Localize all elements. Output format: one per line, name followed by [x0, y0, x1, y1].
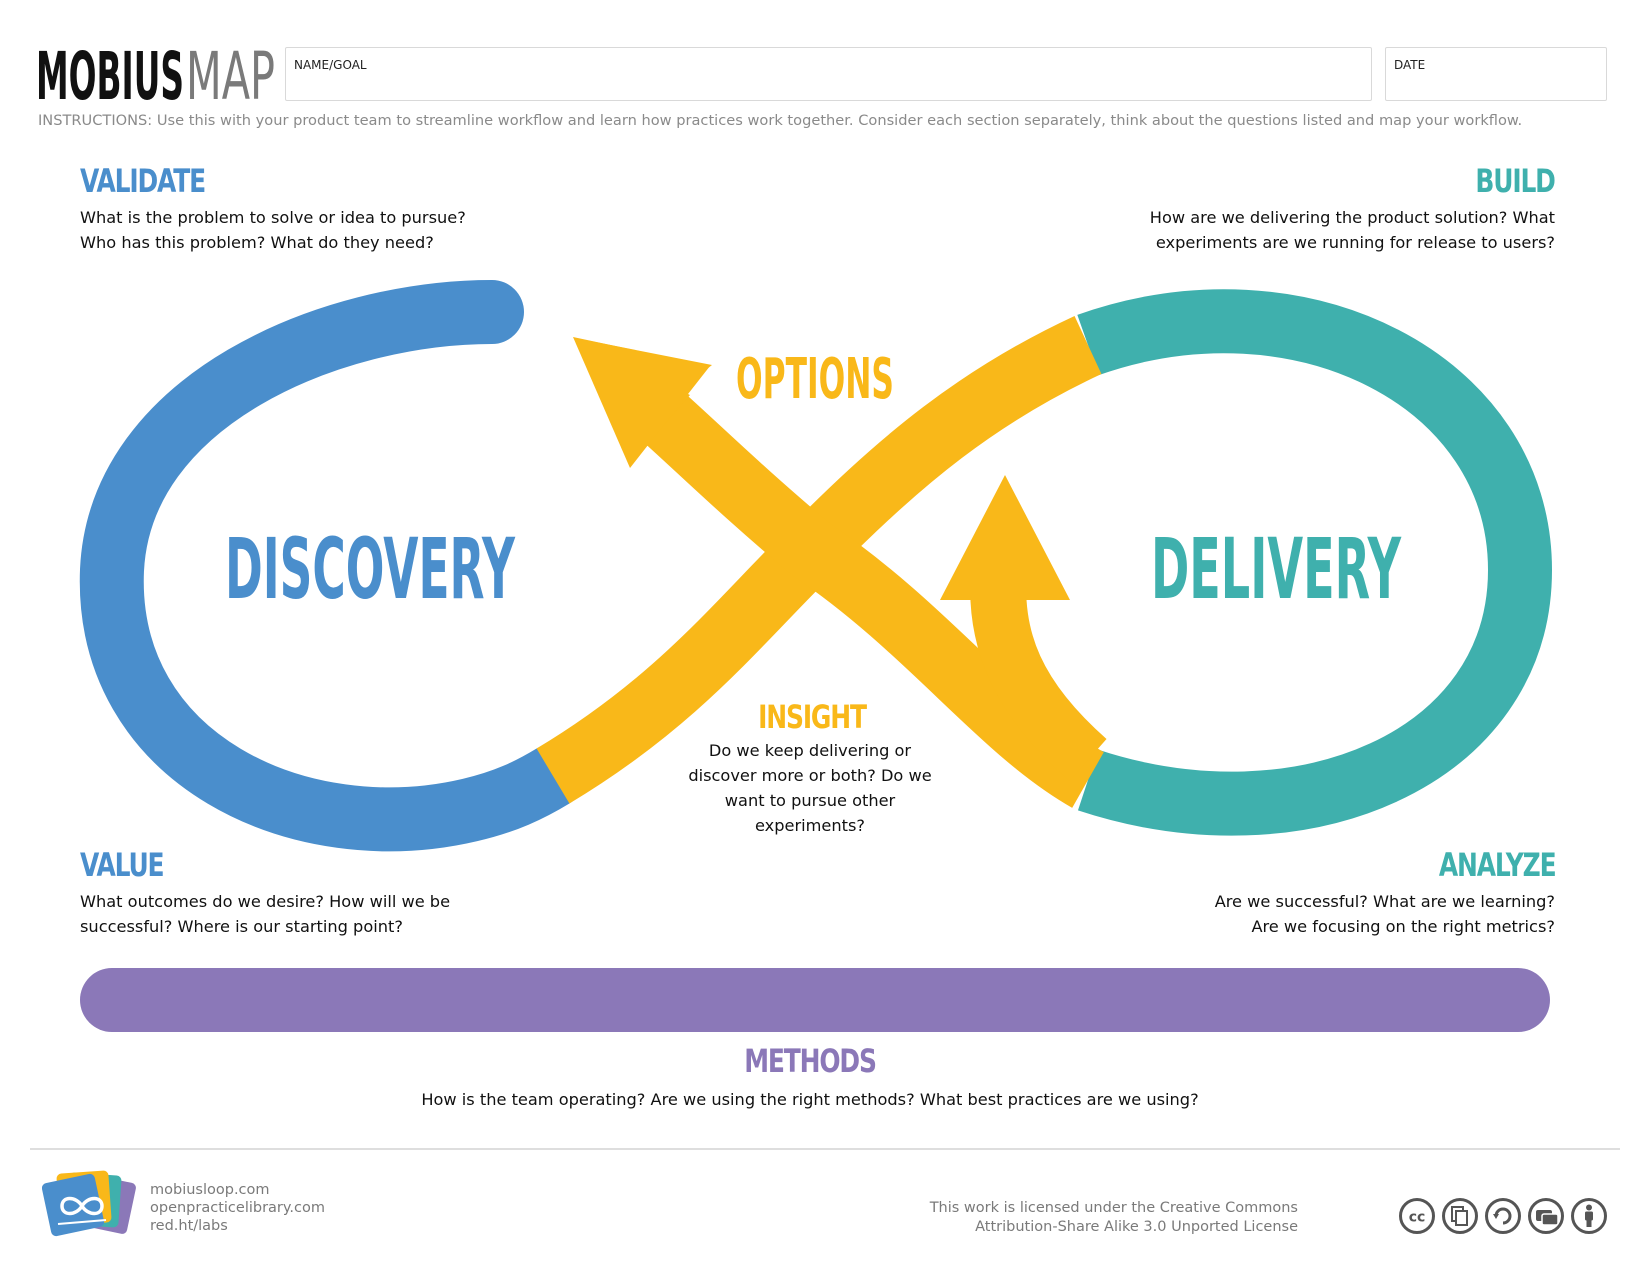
insight-line: Do we keep delivering or — [708, 741, 912, 760]
logo-light: MAP — [186, 44, 275, 104]
build-line: experiments are we running for release t… — [1155, 233, 1555, 252]
name-goal-field[interactable]: NAME/GOAL — [285, 47, 1372, 101]
license-text: This work is licensed under the Creative… — [930, 1199, 1298, 1237]
footer-links: mobiusloop.com openpracticelibrary.com r… — [150, 1181, 325, 1235]
cards-logo-graphic — [41, 1170, 136, 1237]
analyze-line: Are we successful? What are we learning? — [1214, 892, 1555, 911]
footer-divider — [30, 1148, 1620, 1150]
logo-wordmark: MOBIUS MAP — [36, 44, 275, 104]
date-label: DATE — [1394, 58, 1426, 72]
license-icons: cc — [1398, 1197, 1608, 1235]
insight-arrowhead — [940, 475, 1070, 600]
value-line: successful? Where is our starting point? — [80, 917, 403, 936]
analyze-title: ANALYZE — [1438, 846, 1556, 884]
value-line: What outcomes do we desire? How will we … — [80, 892, 451, 911]
validate-text: What is the problem to solve or idea to … — [80, 205, 466, 255]
insight-line: experiments? — [754, 816, 865, 835]
methods-title: METHODS — [744, 1042, 877, 1080]
logo-bold: MOBIUS — [36, 44, 184, 104]
methods-bar — [80, 968, 1550, 1032]
build-title: BUILD — [1475, 162, 1557, 200]
methods-text: How is the team operating? Are we using … — [0, 1087, 1620, 1112]
cc-icon: cc — [1399, 1198, 1435, 1234]
mobius-map-logo: MOBIUS MAP — [36, 44, 276, 104]
value-text: What outcomes do we desire? How will we … — [80, 889, 450, 939]
footer-link[interactable]: openpracticelibrary.com — [150, 1200, 325, 1216]
options-label: OPTIONS — [736, 347, 894, 412]
value-title: VALUE — [80, 846, 165, 884]
analyze-line: Are we focusing on the right metrics? — [1251, 917, 1555, 936]
share-alike-icon — [1485, 1198, 1521, 1234]
insight-line: want to pursue other — [724, 791, 896, 810]
name-goal-label: NAME/GOAL — [294, 58, 367, 72]
footer-link[interactable]: mobiusloop.com — [150, 1182, 270, 1198]
license-line: Attribution-Share Alike 3.0 Unported Lic… — [975, 1219, 1298, 1235]
delivery-loop — [1077, 289, 1553, 836]
mobius-loop-cards-logo — [41, 1170, 142, 1242]
build-line: How are we delivering the product soluti… — [1149, 208, 1555, 227]
footer-link[interactable]: red.ht/labs — [150, 1218, 228, 1234]
svg-text:cc: cc — [1409, 1210, 1426, 1226]
methods-line: How is the team operating? Are we using … — [421, 1090, 1199, 1109]
discovery-label: DISCOVERY — [225, 520, 516, 618]
validate-line: What is the problem to solve or idea to … — [80, 208, 466, 227]
options-strand-arrow-upleft — [628, 380, 1105, 808]
commercial-icon — [1528, 1198, 1564, 1234]
insight-text: Do we keep delivering or discover more o… — [660, 738, 960, 838]
copy-icon — [1442, 1198, 1478, 1234]
insight-title: INSIGHT — [758, 698, 867, 736]
attribution-icon — [1571, 1198, 1607, 1234]
delivery-label: DELIVERY — [1151, 520, 1402, 618]
license-line: This work is licensed under the Creative… — [929, 1200, 1298, 1216]
validate-title: VALIDATE — [80, 162, 206, 200]
analyze-text: Are we successful? What are we learning?… — [1215, 889, 1555, 939]
build-text: How are we delivering the product soluti… — [1150, 205, 1555, 255]
discovery-loop — [79, 280, 585, 852]
insight-line: discover more or both? Do we — [688, 766, 932, 785]
date-field[interactable]: DATE — [1385, 47, 1607, 101]
options-arrowhead-fill — [573, 337, 710, 468]
instructions-text: INSTRUCTIONS: Use this with your product… — [38, 112, 1523, 129]
validate-line: Who has this problem? What do they need? — [80, 233, 434, 252]
